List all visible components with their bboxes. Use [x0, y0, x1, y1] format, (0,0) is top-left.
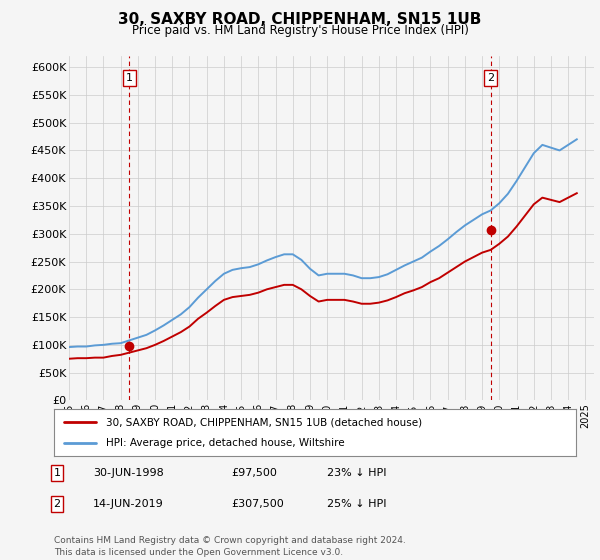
Text: 2: 2 [487, 73, 494, 83]
Text: Contains HM Land Registry data © Crown copyright and database right 2024.
This d: Contains HM Land Registry data © Crown c… [54, 536, 406, 557]
Text: 30-JUN-1998: 30-JUN-1998 [93, 468, 164, 478]
Text: HPI: Average price, detached house, Wiltshire: HPI: Average price, detached house, Wilt… [106, 438, 345, 448]
Text: 23% ↓ HPI: 23% ↓ HPI [327, 468, 386, 478]
Text: 1: 1 [126, 73, 133, 83]
Text: 1: 1 [53, 468, 61, 478]
Text: £307,500: £307,500 [231, 499, 284, 509]
Text: 30, SAXBY ROAD, CHIPPENHAM, SN15 1UB (detached house): 30, SAXBY ROAD, CHIPPENHAM, SN15 1UB (de… [106, 417, 422, 427]
Text: 2: 2 [53, 499, 61, 509]
Text: Price paid vs. HM Land Registry's House Price Index (HPI): Price paid vs. HM Land Registry's House … [131, 24, 469, 37]
Text: 14-JUN-2019: 14-JUN-2019 [93, 499, 164, 509]
Text: 25% ↓ HPI: 25% ↓ HPI [327, 499, 386, 509]
Text: £97,500: £97,500 [231, 468, 277, 478]
Text: 30, SAXBY ROAD, CHIPPENHAM, SN15 1UB: 30, SAXBY ROAD, CHIPPENHAM, SN15 1UB [118, 12, 482, 27]
